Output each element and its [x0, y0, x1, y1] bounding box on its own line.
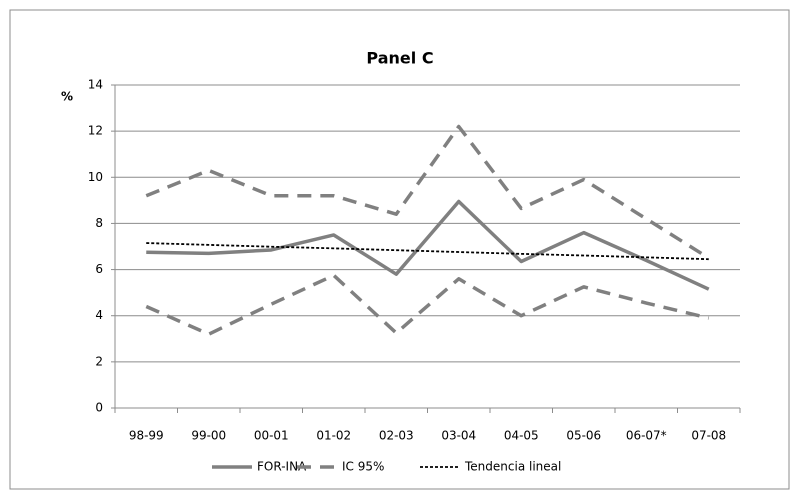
y-tick-label: 10 [88, 170, 103, 184]
x-tick-label: 05-06 [566, 429, 601, 443]
x-tick-label: 00-01 [254, 429, 289, 443]
y-tick-label: 0 [95, 401, 103, 415]
y-tick-label: 6 [95, 262, 103, 276]
y-tick-label: 12 [88, 124, 103, 138]
chart-title: Panel C [366, 49, 433, 68]
x-tick-label: 07-08 [691, 429, 726, 443]
y-tick-label: 4 [95, 308, 103, 322]
chart-frame [9, 9, 790, 490]
y-tick-label: 2 [95, 354, 103, 368]
legend-label: FOR-INA [257, 460, 307, 474]
x-tick-label: 03-04 [441, 429, 476, 443]
series-line [145, 273, 710, 336]
x-tick-label: 04-05 [504, 429, 539, 443]
x-tick-label: 01-02 [316, 429, 351, 443]
series-line [146, 242, 709, 261]
legend-label: IC 95% [342, 460, 384, 474]
y-tick-label: 14 [88, 78, 103, 92]
x-tick-label: 99-00 [191, 429, 226, 443]
y-axis-label: % [61, 90, 73, 104]
y-tick-label: 8 [95, 216, 103, 230]
legend-label: Tendencia lineal [464, 460, 561, 474]
x-tick-label: 02-03 [379, 429, 414, 443]
series-line [146, 199, 710, 291]
x-tick-label: 06-07* [626, 429, 667, 443]
series-line [145, 124, 710, 260]
x-tick-label: 98-99 [129, 429, 164, 443]
